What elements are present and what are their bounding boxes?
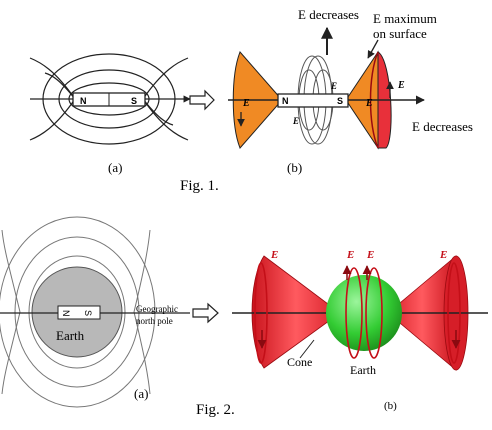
fig2a-pole-line2: north pole xyxy=(136,316,173,326)
fig1b-e-label-left: E xyxy=(242,98,250,109)
fig2b-e-label-1: E xyxy=(270,249,278,261)
fig1b-magnet-n: N xyxy=(282,96,289,106)
fig2a-earth-label: Earth xyxy=(56,328,85,343)
fig2b-field-loops xyxy=(254,262,461,364)
fig1b-e-label-cap: E xyxy=(397,80,405,91)
fig2a-bar-magnet xyxy=(57,305,101,320)
fig2b-label: (b) xyxy=(384,400,397,412)
fig2-transition-arrow-icon xyxy=(192,302,219,324)
fig1b-e-decreases-top: E decreases xyxy=(298,7,359,22)
fig1b-e-decreases-right: E decreases xyxy=(412,119,473,134)
fig2b-earth-label: Earth xyxy=(350,363,376,377)
fig1a-field-lines xyxy=(29,53,189,145)
fig1b-magnet-s: S xyxy=(337,96,343,106)
fig1-transition-arrow-icon xyxy=(189,89,215,111)
fig1b-e-label-top: E xyxy=(330,81,337,91)
fig2b-cone-label: Cone xyxy=(287,355,312,369)
fig2a-field-lines xyxy=(0,216,156,408)
fig1b-e-label-bottom: E xyxy=(292,116,299,126)
fig1-panel-b: N S E decreases E maximum on surface E d… xyxy=(228,7,473,175)
fig1b-e-label-right: E xyxy=(365,98,373,109)
fig2-caption: Fig. 2. xyxy=(196,402,235,418)
fig1a-magnet-s: S xyxy=(131,96,137,106)
fig2a-magnet-s: S xyxy=(83,310,93,316)
fig2-panel-a: N S Earth Geographic north pole (a) xyxy=(0,216,190,408)
fig1b-bar-magnet xyxy=(277,93,349,108)
fig1-panel-a: N S (a) xyxy=(29,53,191,175)
fig1-caption: Fig. 1. xyxy=(180,178,219,194)
fig1b-e-max-line1: E maximum xyxy=(373,11,437,26)
fig2-panel-b: E E E E Cone Earth (b) xyxy=(232,249,488,412)
fig2a-pole-line1: Geographic xyxy=(136,304,178,314)
fig2a-magnet-n: N xyxy=(61,310,71,317)
fig2b-e-label-3: E xyxy=(366,249,374,261)
fig1b-label: (b) xyxy=(287,160,302,175)
fig1a-label: (a) xyxy=(108,160,122,175)
fig2b-e-label-2: E xyxy=(346,249,354,261)
fig1b-pointer-arrow-icon xyxy=(367,39,379,59)
fig2a-label: (a) xyxy=(134,386,148,401)
fig2b-earth-sphere xyxy=(326,275,402,351)
fig1b-e-max-line2: on surface xyxy=(373,26,427,41)
fig2b-e-label-4: E xyxy=(439,249,447,261)
fig1a-magnet-n: N xyxy=(80,96,87,106)
